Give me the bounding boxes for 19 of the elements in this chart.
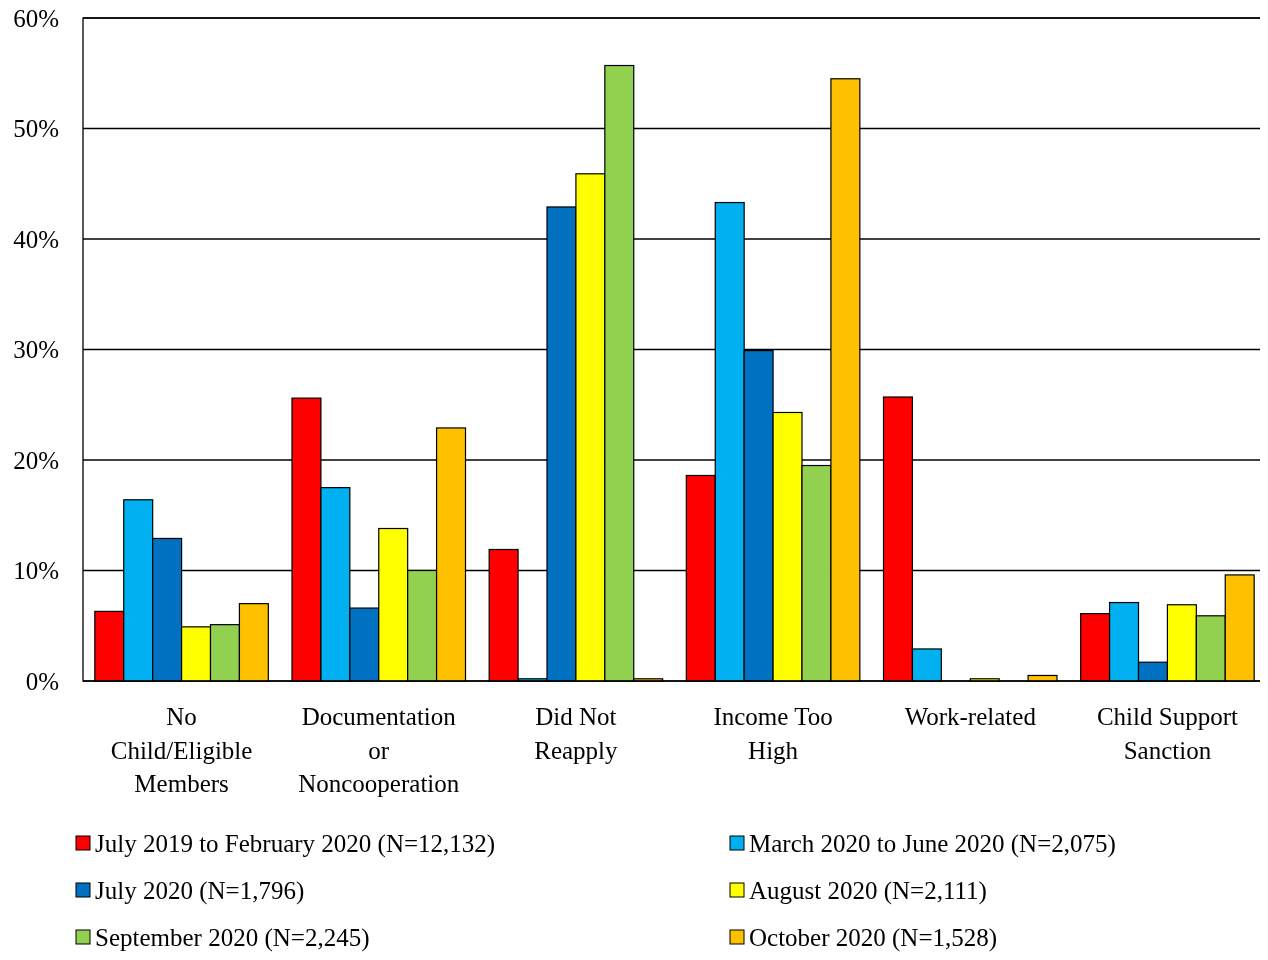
legend-label: July 2020 (N=1,796): [95, 876, 305, 905]
legend-label: October 2020 (N=1,528): [749, 923, 998, 952]
legend-label: July 2019 to February 2020 (N=12,132): [95, 829, 496, 858]
y-tick-label: 60%: [13, 4, 59, 32]
x-tick-label: No Child/Eligible Members: [110, 703, 253, 797]
x-tick-label: Documentation or Noncooperation: [298, 703, 460, 797]
legend-label: March 2020 to June 2020 (N=2,075): [749, 829, 1116, 858]
y-tick-label: 20%: [13, 446, 59, 474]
x-tick-label: Child Support Sanction: [1096, 703, 1238, 764]
y-tick-label: 30%: [13, 336, 59, 363]
legend-label: August 2020 (N=2,111): [749, 876, 987, 905]
x-tick-label: Did Not Reapply: [534, 703, 619, 764]
y-tick-label: 0%: [25, 667, 59, 695]
y-tick-label: 40%: [13, 225, 59, 253]
y-tick-label: 50%: [13, 115, 59, 142]
x-tick-label: Work-related: [904, 703, 1037, 730]
legend-label: September 2020 (N=2,245): [95, 923, 370, 952]
x-tick-label: Income Too High: [713, 703, 833, 764]
y-tick-label: 10%: [13, 557, 59, 584]
